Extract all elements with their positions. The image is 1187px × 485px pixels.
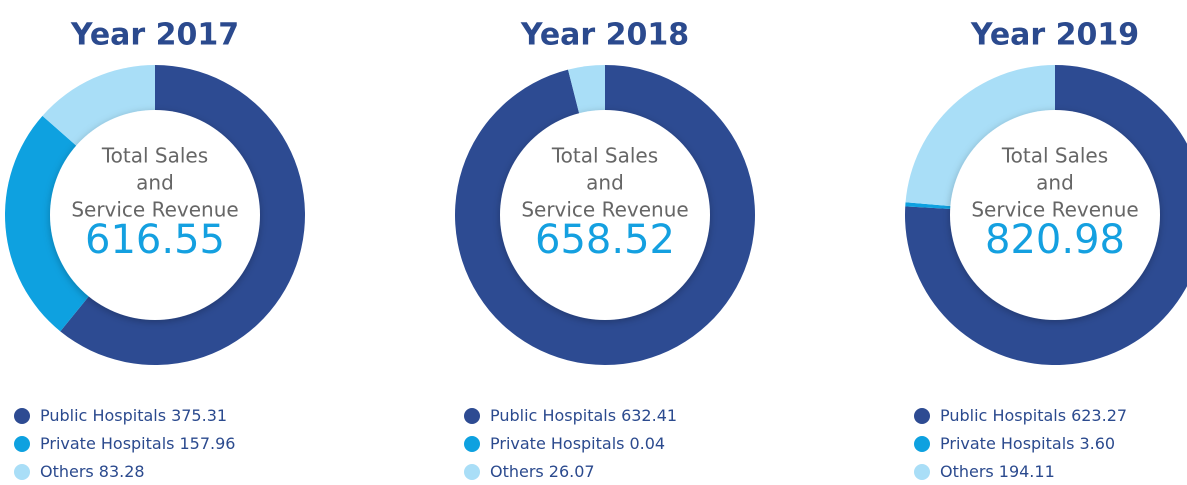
donut-hole bbox=[950, 110, 1160, 320]
legend-dot bbox=[464, 436, 480, 452]
legend-name: Private Hospitals bbox=[490, 434, 624, 453]
legend-label: Private Hospitals 3.60 bbox=[940, 434, 1115, 453]
legend-name: Public Hospitals bbox=[40, 406, 166, 425]
legend-dot bbox=[464, 408, 480, 424]
legend-value: 26.07 bbox=[549, 462, 595, 481]
legend-value: 632.41 bbox=[621, 406, 677, 425]
legend-value: 3.60 bbox=[1079, 434, 1115, 453]
center-label: Total Sales bbox=[1001, 144, 1108, 168]
center-label: and bbox=[136, 171, 174, 195]
chart-title: Year 2017 bbox=[70, 18, 239, 53]
legend-value: 194.11 bbox=[999, 462, 1055, 481]
legend-label: Public Hospitals 632.41 bbox=[490, 406, 677, 425]
legend-value: 157.96 bbox=[179, 434, 235, 453]
legend-dot bbox=[14, 436, 30, 452]
total-value: 658.52 bbox=[535, 217, 675, 263]
legend-name: Public Hospitals bbox=[940, 406, 1066, 425]
chart-title: Year 2018 bbox=[520, 18, 689, 53]
legend-value: 375.31 bbox=[171, 406, 227, 425]
legend-label: Others 26.07 bbox=[490, 462, 595, 481]
donut-hole bbox=[500, 110, 710, 320]
legend-name: Private Hospitals bbox=[40, 434, 174, 453]
total-value: 820.98 bbox=[985, 217, 1125, 263]
legend-name: Private Hospitals bbox=[940, 434, 1074, 453]
center-label: and bbox=[586, 171, 624, 195]
legend-label: Public Hospitals 623.27 bbox=[940, 406, 1127, 425]
legend-dot bbox=[14, 464, 30, 480]
chart-title: Year 2019 bbox=[970, 18, 1139, 53]
center-label: Service Revenue bbox=[521, 198, 688, 222]
legend-name: Others bbox=[940, 462, 994, 481]
legend-label: Private Hospitals 157.96 bbox=[40, 434, 235, 453]
legend-name: Others bbox=[490, 462, 544, 481]
legend-label: Private Hospitals 0.04 bbox=[490, 434, 665, 453]
legend-label: Public Hospitals 375.31 bbox=[40, 406, 227, 425]
legend-dot bbox=[914, 408, 930, 424]
center-label: Service Revenue bbox=[971, 198, 1138, 222]
center-label: Total Sales bbox=[101, 144, 208, 168]
total-value: 616.55 bbox=[85, 217, 225, 263]
legend-dot bbox=[914, 464, 930, 480]
center-label: and bbox=[1036, 171, 1074, 195]
legend-value: 83.28 bbox=[99, 462, 145, 481]
legend-label: Others 194.11 bbox=[940, 462, 1055, 481]
legend-dot bbox=[914, 436, 930, 452]
legend-label: Others 83.28 bbox=[40, 462, 145, 481]
donut-hole bbox=[50, 110, 260, 320]
legend-dot bbox=[14, 408, 30, 424]
center-label: Total Sales bbox=[551, 144, 658, 168]
legend-dot bbox=[464, 464, 480, 480]
legend-value: 623.27 bbox=[1071, 406, 1127, 425]
legend-name: Public Hospitals bbox=[490, 406, 616, 425]
legend-value: 0.04 bbox=[629, 434, 665, 453]
legend-name: Others bbox=[40, 462, 94, 481]
center-label: Service Revenue bbox=[71, 198, 238, 222]
